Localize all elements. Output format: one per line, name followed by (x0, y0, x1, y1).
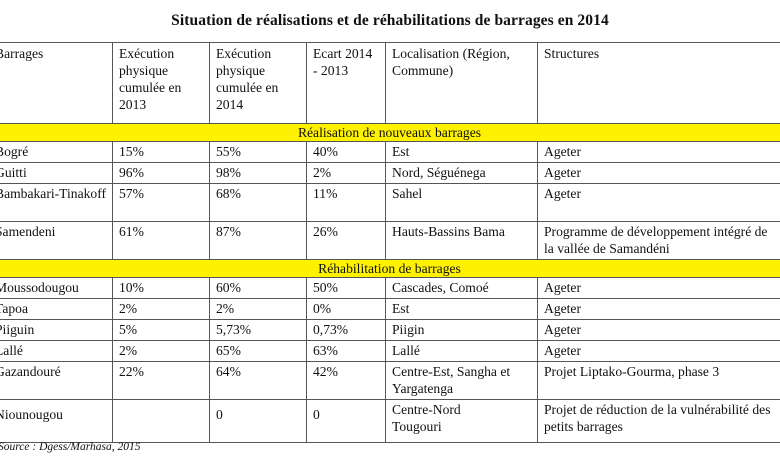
header-exec-2013: Exécution physique cumulée en 2013 (112, 42, 210, 124)
barrages-table: Barrages Exécution physique cumulée en 2… (0, 42, 780, 443)
table-row: Lallé 2% 65% 63% Lallé Ageter (0, 340, 780, 362)
cell-barrage: Guitti (0, 162, 113, 184)
header-structures: Structures (537, 42, 780, 124)
header-row: Barrages Exécution physique cumulée en 2… (0, 42, 780, 124)
cell-structure: Ageter (537, 319, 780, 341)
section-title-new: Réalisation de nouveaux barrages (0, 123, 780, 142)
cell-localisation: Est (385, 141, 538, 163)
cell-ecart: 42% (306, 361, 386, 400)
cell-ecart: 0% (306, 298, 386, 320)
cell-exec-2013: 10% (112, 277, 210, 299)
cell-structure: Ageter (537, 340, 780, 362)
cell-structure: Ageter (537, 298, 780, 320)
table-row: Gazandouré 22% 64% 42% Centre-Est, Sangh… (0, 361, 780, 400)
table-row: Piiguin 5% 5,73% 0,73% Piigin Ageter (0, 319, 780, 341)
table-title: Situation de réalisations et de réhabili… (171, 12, 609, 29)
header-barrages: Barrages (0, 42, 113, 124)
cell-ecart: 11% (306, 183, 386, 222)
cell-exec-2013: 22% (112, 361, 210, 400)
cell-barrage: Bogré (0, 141, 113, 163)
cell-barrage: Samendeni (0, 221, 113, 260)
cell-structure: Projet Liptako-Gourma, phase 3 (537, 361, 780, 400)
header-localisation: Localisation (Région, Commune) (385, 42, 538, 124)
table-row: Bogré 15% 55% 40% Est Ageter (0, 141, 780, 163)
table-row: Tapoa 2% 2% 0% Est Ageter (0, 298, 780, 320)
cell-ecart: 2% (306, 162, 386, 184)
cell-exec-2013 (112, 399, 210, 443)
cell-exec-2014: 55% (209, 141, 307, 163)
cell-exec-2014: 60% (209, 277, 307, 299)
cell-barrage: Piiguin (0, 319, 113, 341)
section-row-rehab: Réhabilitation de barrages (0, 259, 780, 278)
header-exec-2014: Exécution physique cumulée en 2014 (209, 42, 307, 124)
section-title-rehab: Réhabilitation de barrages (0, 259, 780, 278)
cell-barrage: Niounougou (0, 399, 113, 443)
table-row: Guitti 96% 98% 2% Nord, Séguénega Ageter (0, 162, 780, 184)
cell-localisation: Est (385, 298, 538, 320)
header-ecart: Ecart 2014 - 2013 (306, 42, 386, 124)
cell-ecart: 0,73% (306, 319, 386, 341)
section-row-new: Réalisation de nouveaux barrages (0, 123, 780, 142)
table-row: Samendeni 61% 87% 26% Hauts-Bassins Bama… (0, 221, 780, 260)
cell-structure: Projet de réduction de la vulnérabilité … (537, 399, 780, 443)
cell-exec-2013: 96% (112, 162, 210, 184)
cell-localisation: Centre-Nord Tougouri (385, 399, 538, 443)
cell-ecart: 0 (306, 399, 386, 443)
cell-localisation: Lallé (385, 340, 538, 362)
cell-localisation: Piigin (385, 319, 538, 341)
cell-exec-2014: 98% (209, 162, 307, 184)
cell-ecart: 63% (306, 340, 386, 362)
cell-structure: Ageter (537, 141, 780, 163)
cell-structure: Ageter (537, 183, 780, 222)
cell-exec-2014: 64% (209, 361, 307, 400)
cell-exec-2014: 2% (209, 298, 307, 320)
cell-exec-2013: 61% (112, 221, 210, 260)
cell-exec-2014: 65% (209, 340, 307, 362)
cell-structure: Ageter (537, 277, 780, 299)
cell-localisation: Nord, Séguénega (385, 162, 538, 184)
table-row: Moussodougou 10% 60% 50% Cascades, Comoé… (0, 277, 780, 299)
cell-localisation: Cascades, Comoé (385, 277, 538, 299)
cell-localisation: Hauts-Bassins Bama (385, 221, 538, 260)
cell-ecart: 26% (306, 221, 386, 260)
cell-barrage: Tapoa (0, 298, 113, 320)
cell-exec-2014: 0 (209, 399, 307, 443)
cell-ecart: 50% (306, 277, 386, 299)
cell-exec-2013: 15% (112, 141, 210, 163)
cell-localisation: Centre-Est, Sangha et Yargatenga (385, 361, 538, 400)
cell-exec-2013: 2% (112, 340, 210, 362)
cell-structure: Programme de développement intégré de la… (537, 221, 780, 260)
cell-barrage: Gazandouré (0, 361, 113, 400)
cell-structure: Ageter (537, 162, 780, 184)
cell-exec-2014: 68% (209, 183, 307, 222)
cell-exec-2013: 5% (112, 319, 210, 341)
table-row: Niounougou 0 0 Centre-Nord Tougouri Proj… (0, 399, 780, 443)
cell-ecart: 40% (306, 141, 386, 163)
table-row: Bambakari-Tinakoff 57% 68% 11% Sahel Age… (0, 183, 780, 222)
cell-localisation: Sahel (385, 183, 538, 222)
cell-exec-2013: 57% (112, 183, 210, 222)
cell-exec-2013: 2% (112, 298, 210, 320)
cell-barrage: Bambakari-Tinakoff (0, 183, 113, 222)
source-note: Source : Dgess/Marhasa, 2015 (0, 441, 141, 453)
cell-barrage: Moussodougou (0, 277, 113, 299)
cell-exec-2014: 5,73% (209, 319, 307, 341)
cell-exec-2014: 87% (209, 221, 307, 260)
cell-barrage: Lallé (0, 340, 113, 362)
